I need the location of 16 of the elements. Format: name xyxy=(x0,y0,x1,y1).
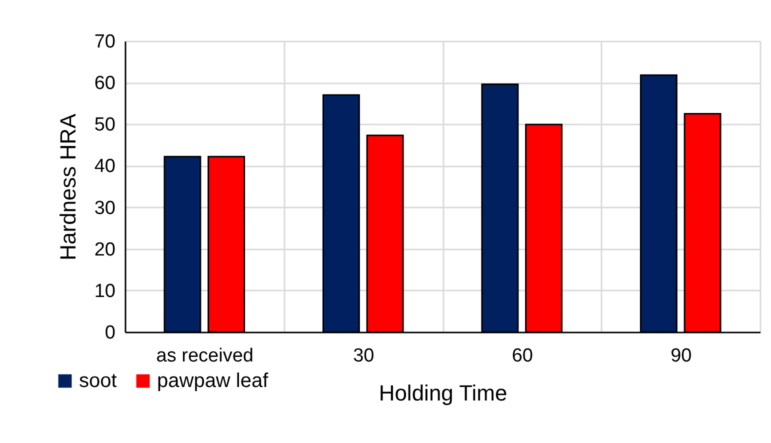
y-axis-title: Hardness HRA xyxy=(55,113,80,260)
x-axis-title: Holding Time xyxy=(378,380,508,406)
x-tick-label: as received xyxy=(156,346,254,366)
y-tick-label: 60 xyxy=(94,73,116,94)
x-tick-label: 30 xyxy=(353,346,374,366)
y-tick-label: 50 xyxy=(94,114,116,136)
x-tick-label: 90 xyxy=(670,346,692,366)
y-tick-label: 10 xyxy=(94,280,116,302)
legend-label: soot xyxy=(79,370,118,392)
y-tick-label: 0 xyxy=(104,322,116,344)
legend-label: pawpaw leaf xyxy=(157,370,269,392)
y-tick-label: 30 xyxy=(94,198,116,219)
y-tick-label: 20 xyxy=(94,239,116,260)
y-tick-label: 70 xyxy=(94,32,116,52)
y-tick-label: 40 xyxy=(94,156,116,178)
x-tick-label: 60 xyxy=(512,346,533,366)
